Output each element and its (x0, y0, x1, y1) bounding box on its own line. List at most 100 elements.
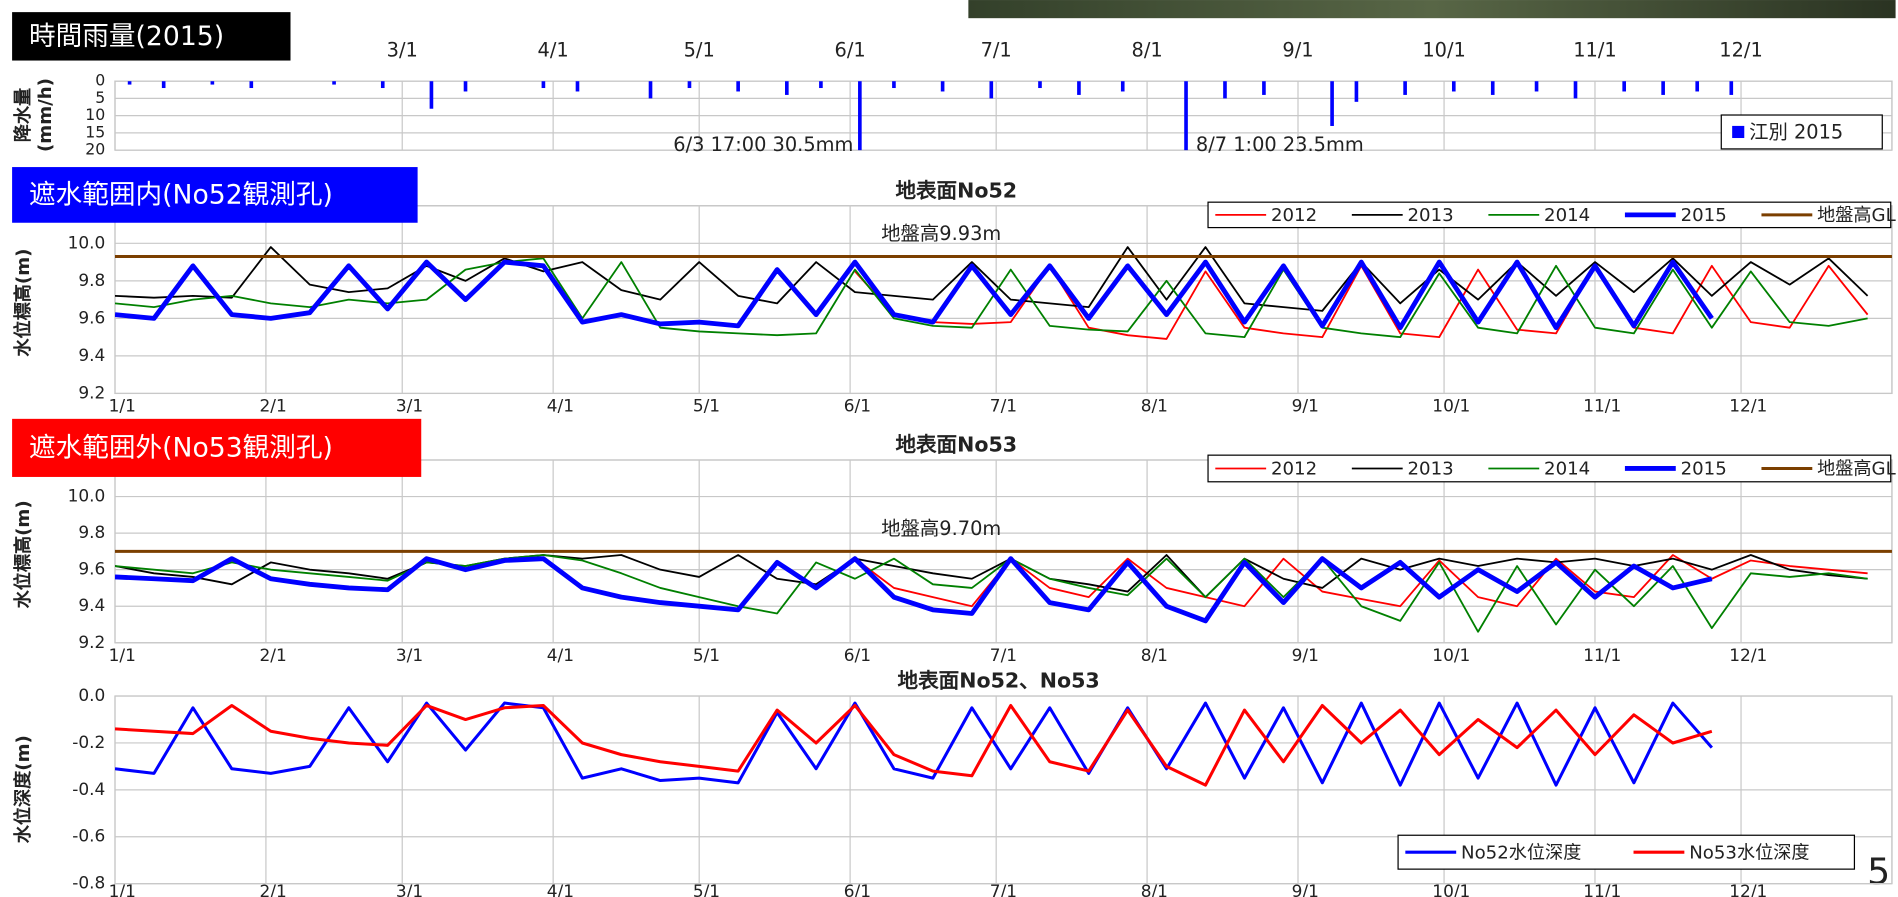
bar (1038, 81, 1042, 89)
legend-label: 地盤高GL (1817, 459, 1896, 480)
page-number: 5 (1867, 850, 1890, 893)
y-tick-label: 9.8 (78, 522, 105, 542)
legend-label: 2013 (1408, 205, 1454, 226)
x-tick-label: 11/1 (1573, 38, 1616, 61)
y-tick-label: 15 (85, 122, 105, 141)
bar (1354, 81, 1359, 102)
x-tick-label: 12/1 (1729, 645, 1767, 665)
legend-label: 2014 (1544, 205, 1590, 226)
x-tick-label: 9/1 (1292, 881, 1319, 897)
bar (429, 81, 434, 109)
legend-box (1720, 114, 1883, 150)
bar (1120, 81, 1125, 92)
y-tick-label: -0.8 (72, 873, 105, 893)
bar (687, 81, 692, 89)
label-box (12, 12, 291, 61)
bar (1403, 81, 1407, 95)
y-tick-label: 9.4 (78, 345, 105, 365)
series-line (114, 246, 1869, 312)
legend-label: No52水位深度 (1461, 842, 1581, 863)
y-tick-label: 0 (95, 71, 105, 90)
x-tick-label: 6/1 (835, 38, 866, 61)
legend-label: 2015 (1681, 205, 1727, 226)
x-tick-label: 1/1 (109, 881, 136, 897)
bar (892, 81, 896, 89)
x-tick-label: 1/1 (109, 396, 136, 416)
bar (1330, 81, 1334, 126)
x-tick-label: 2/1 (260, 645, 287, 665)
y-tick-label: 0.0 (78, 685, 105, 705)
y-tick-label: 9.2 (78, 382, 105, 402)
legend-box (1397, 834, 1856, 870)
bar (1534, 81, 1539, 92)
bar (161, 81, 166, 89)
y-tick-label: -0.4 (72, 779, 105, 799)
x-tick-label: 12/1 (1729, 396, 1767, 416)
legend-label: 2012 (1271, 459, 1317, 480)
x-tick-label: 8/1 (1141, 396, 1168, 416)
bar (940, 81, 945, 92)
legend-label: 2012 (1271, 205, 1317, 226)
bar (127, 81, 132, 85)
x-tick-label: 4/1 (547, 396, 574, 416)
annotation: 6/3 17:00 30.5mm (673, 133, 853, 156)
y-tick-label: 9.6 (78, 559, 105, 579)
x-tick-label: 7/1 (990, 645, 1017, 665)
bar (249, 81, 254, 89)
x-tick-label: 7/1 (990, 881, 1017, 897)
bar (1622, 81, 1627, 92)
x-tick-label: 10/1 (1422, 38, 1465, 61)
bar (736, 81, 740, 92)
x-tick-label: 9/1 (1292, 645, 1319, 665)
x-tick-label: 7/1 (990, 396, 1017, 416)
x-tick-label: 6/1 (844, 881, 871, 897)
y-axis-label: 水位標高(m) (12, 249, 34, 357)
x-tick-label: 12/1 (1729, 881, 1767, 897)
x-tick-label: 10/1 (1432, 396, 1470, 416)
x-tick-label: 9/1 (1282, 38, 1313, 61)
x-tick-label: 6/1 (844, 396, 871, 416)
x-tick-label: 1/1 (109, 645, 136, 665)
chart-title: 地表面No53 (895, 432, 1017, 456)
x-tick-label: 8/1 (1132, 38, 1163, 61)
bar (858, 81, 862, 151)
series-line (854, 554, 1868, 608)
y-tick-label: -0.6 (72, 826, 105, 846)
annotation: 8/7 1:00 23.5mm (1196, 133, 1364, 156)
x-tick-label: 8/1 (1141, 645, 1168, 665)
y-tick-label: -0.2 (72, 732, 105, 752)
y-tick-label: 9.2 (78, 632, 105, 652)
x-tick-label: 4/1 (547, 881, 574, 897)
y-tick-label: 10.0 (68, 232, 106, 252)
x-tick-label: 4/1 (547, 645, 574, 665)
bar (1695, 81, 1700, 92)
y-tick-label: 5 (95, 88, 105, 107)
bar (210, 81, 215, 85)
bar (575, 81, 580, 92)
legend-label: 江別 2015 (1749, 121, 1843, 144)
series-line (114, 703, 1713, 787)
bar (648, 81, 653, 99)
label-box (12, 418, 422, 477)
bar (1573, 81, 1578, 99)
label-box-text: 遮水範囲外(No53観測孔) (29, 433, 333, 464)
y-tick-label: 20 (85, 140, 105, 159)
x-tick-label: 4/1 (538, 38, 569, 61)
x-tick-label: 5/1 (684, 38, 715, 61)
y-tick-label: 10.0 (68, 486, 106, 506)
y-tick-label: 10 (85, 105, 105, 124)
x-tick-label: 5/1 (693, 645, 720, 665)
x-tick-label: 12/1 (1719, 38, 1762, 61)
bar (463, 81, 468, 92)
x-tick-label: 3/1 (396, 881, 423, 897)
series-line (114, 556, 1713, 624)
legend-label: 2015 (1681, 459, 1727, 480)
x-tick-label: 2/1 (260, 396, 287, 416)
y-tick-label: 9.8 (78, 270, 105, 290)
bar (1451, 81, 1456, 92)
legend-label: No53水位深度 (1689, 842, 1809, 863)
x-tick-label: 10/1 (1432, 881, 1470, 897)
plot-area (114, 701, 1713, 787)
x-tick-label: 11/1 (1583, 396, 1621, 416)
